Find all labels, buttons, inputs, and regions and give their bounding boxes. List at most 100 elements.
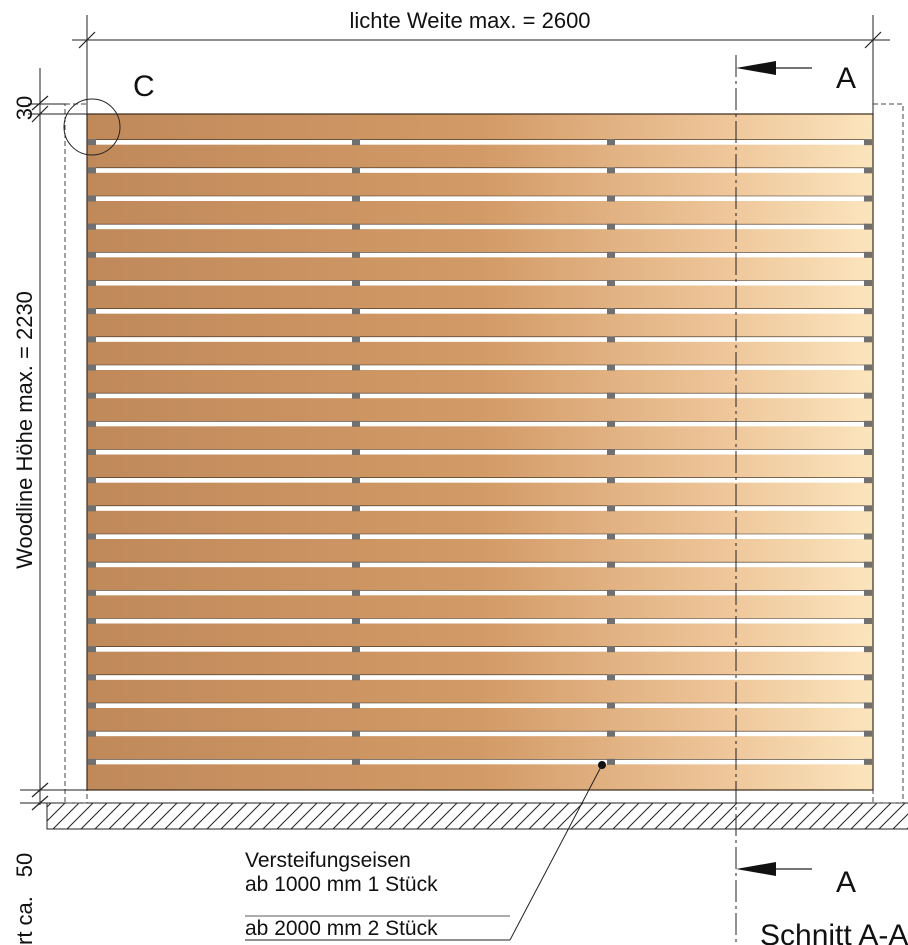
slat-gap xyxy=(93,252,867,258)
bracket-mark xyxy=(352,477,360,484)
bracket-mark xyxy=(352,730,360,737)
bracket-mark xyxy=(352,646,360,653)
bracket-mark xyxy=(864,674,872,681)
bracket-mark xyxy=(88,533,96,540)
slat-gap xyxy=(93,365,867,370)
callout-leader xyxy=(509,764,603,941)
bracket-mark xyxy=(352,139,360,146)
section-label-top: A xyxy=(836,62,856,95)
bracket-mark xyxy=(864,392,872,399)
bracket-mark xyxy=(352,449,360,455)
bracket-mark xyxy=(607,251,615,258)
bracket-mark xyxy=(352,533,360,540)
bracket-mark xyxy=(88,618,96,624)
section-label-bottom: A xyxy=(836,866,856,899)
bracket-mark xyxy=(352,392,360,399)
bracket-mark xyxy=(864,336,872,343)
bracket-mark xyxy=(607,702,615,709)
bracket-mark xyxy=(88,336,96,343)
bracket-mark xyxy=(352,223,360,230)
bracket-mark xyxy=(352,420,360,427)
bracket-mark xyxy=(607,730,615,737)
bracket-mark xyxy=(607,505,615,512)
slat-gap xyxy=(93,590,867,596)
bracket-mark xyxy=(607,308,615,315)
bracket-mark xyxy=(88,364,96,371)
top-gap-label: 30 xyxy=(12,96,37,120)
slat-gap xyxy=(93,731,867,737)
bracket-mark xyxy=(864,477,872,484)
bracket-mark xyxy=(607,758,615,765)
slat-gap xyxy=(93,646,867,652)
bracket-mark xyxy=(864,758,872,765)
slat-gap xyxy=(93,477,867,483)
bracket-mark xyxy=(88,251,96,258)
bottom-gap-label: 50 xyxy=(12,853,37,877)
bracket-mark xyxy=(607,533,615,540)
bracket-mark xyxy=(864,195,872,202)
left-post xyxy=(64,103,88,804)
callout-line-3: ab 2000 mm 2 Stück xyxy=(245,917,438,940)
bracket-mark xyxy=(607,364,615,371)
bracket-mark xyxy=(352,280,360,286)
bracket-mark xyxy=(607,674,615,681)
slat-gap xyxy=(93,280,867,286)
bracket-mark xyxy=(88,167,96,174)
bracket-mark xyxy=(607,195,615,202)
bracket-mark xyxy=(864,280,872,286)
bracket-mark xyxy=(88,420,96,427)
bracket-mark xyxy=(864,505,872,512)
bracket-mark xyxy=(607,561,615,568)
slat-gap xyxy=(93,562,867,568)
bracket-mark xyxy=(607,280,615,286)
slat-gap xyxy=(93,196,867,201)
bracket-mark xyxy=(864,702,872,709)
bracket-mark xyxy=(88,561,96,568)
section-title: Schnitt A-A xyxy=(760,919,908,945)
bracket-mark xyxy=(88,758,96,765)
slat-gaps xyxy=(93,139,867,765)
bracket-mark xyxy=(88,646,96,653)
width-label: lichte Weite max. = 2600 xyxy=(349,8,590,33)
bracket-mark xyxy=(864,533,872,540)
bracket-mark xyxy=(352,505,360,512)
bottom-gap-partial-label: rt ca. xyxy=(12,896,37,945)
bracket-mark xyxy=(864,420,872,427)
bracket-mark xyxy=(88,674,96,681)
bracket-mark xyxy=(607,139,615,146)
bracket-mark xyxy=(88,195,96,202)
slat-gap xyxy=(93,167,867,173)
bracket-mark xyxy=(88,730,96,737)
bracket-mark xyxy=(352,195,360,202)
bracket-mark xyxy=(352,251,360,258)
bracket-mark xyxy=(88,223,96,230)
bracket-mark xyxy=(352,364,360,371)
bracket-mark xyxy=(88,477,96,484)
bracket-mark xyxy=(352,674,360,681)
bracket-mark xyxy=(864,223,872,230)
section-arrow-bottom-icon xyxy=(736,862,776,876)
slat-gap xyxy=(93,336,867,342)
bracket-mark xyxy=(88,449,96,455)
bracket-mark xyxy=(607,392,615,399)
slat-gap xyxy=(93,703,867,708)
bracket-mark xyxy=(864,561,872,568)
bracket-mark xyxy=(352,167,360,174)
slat-gap xyxy=(93,308,867,314)
slat-gap xyxy=(93,674,867,680)
bracket-mark xyxy=(607,618,615,624)
bracket-mark xyxy=(88,392,96,399)
bracket-mark xyxy=(352,336,360,343)
bracket-mark xyxy=(352,308,360,315)
bracket-mark xyxy=(607,420,615,427)
slat-gap xyxy=(93,534,867,539)
bracket-mark xyxy=(88,308,96,315)
slat-gap xyxy=(93,139,867,145)
bracket-mark xyxy=(607,223,615,230)
stiffening-brackets xyxy=(88,139,872,765)
slat-gap xyxy=(93,505,867,511)
bracket-mark xyxy=(607,336,615,343)
slat-gap xyxy=(93,421,867,427)
slat-gap xyxy=(93,393,867,399)
